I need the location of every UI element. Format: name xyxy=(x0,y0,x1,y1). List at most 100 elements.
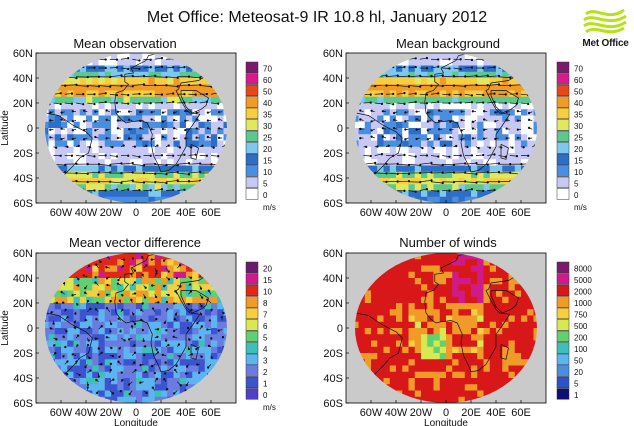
field-cell xyxy=(464,190,472,198)
field-cell xyxy=(502,121,509,129)
field-cell xyxy=(371,90,378,98)
wind-arrow xyxy=(397,163,409,166)
field-cell xyxy=(167,71,174,79)
wind-arrow-head xyxy=(437,100,440,103)
field-cell xyxy=(389,103,397,110)
field-cell xyxy=(167,346,174,354)
field-cell xyxy=(389,359,397,366)
field-cell xyxy=(98,309,106,316)
field-cell xyxy=(364,140,372,148)
wind-arrow-head xyxy=(470,58,474,62)
field-cell xyxy=(521,140,528,148)
field-cell xyxy=(117,146,124,154)
field-cell xyxy=(136,109,143,116)
field-cell xyxy=(217,315,224,323)
field-cell xyxy=(464,321,472,329)
field-cell xyxy=(161,128,168,135)
field-cell xyxy=(98,346,106,354)
field-cell xyxy=(142,184,149,191)
field-cell xyxy=(73,159,81,166)
wind-arrow-head xyxy=(194,101,197,104)
field-cell xyxy=(136,115,143,123)
wind-arrow-head xyxy=(179,285,182,288)
field-cell xyxy=(123,378,131,385)
wind-arrow-head xyxy=(88,145,92,149)
field-cell xyxy=(496,378,503,385)
field-cell xyxy=(136,265,143,273)
field-cell xyxy=(414,65,422,73)
wind-arrow-head xyxy=(183,188,186,191)
field-cell xyxy=(496,184,503,191)
field-cell xyxy=(167,353,174,360)
wind-arrow-head xyxy=(71,110,74,113)
field-cell xyxy=(86,278,93,285)
wind-arrow-head xyxy=(396,74,399,77)
coast-line xyxy=(490,90,519,114)
x-tick-label: 40E xyxy=(486,407,506,419)
field-cell xyxy=(421,196,428,203)
field-cell xyxy=(521,90,528,98)
field-cell xyxy=(355,121,359,129)
field-cell xyxy=(433,321,441,329)
field-cell xyxy=(502,378,509,385)
field-cell xyxy=(414,334,422,341)
field-cell xyxy=(98,284,106,291)
field-cell xyxy=(136,365,143,373)
field-cell xyxy=(383,353,391,360)
field-cell xyxy=(414,178,422,185)
field-cell xyxy=(186,371,193,379)
field-cell xyxy=(173,121,181,129)
field-cell xyxy=(104,353,112,360)
wind-arrow-head xyxy=(149,66,152,69)
field-cell xyxy=(179,128,187,135)
field-cell xyxy=(86,109,93,116)
wind-arrow-head xyxy=(120,74,123,77)
field-cell xyxy=(521,359,528,366)
field-cell xyxy=(173,115,181,123)
wind-arrow-head xyxy=(505,137,508,140)
field-cell xyxy=(464,396,472,403)
field-cell xyxy=(73,340,81,348)
field-cell xyxy=(355,321,359,329)
colorbar-swatch xyxy=(245,342,259,354)
field-cell xyxy=(61,159,68,166)
field-cell xyxy=(408,328,416,335)
wind-arrow-head xyxy=(404,138,407,141)
colorbar-label: 20 xyxy=(574,145,583,154)
field-cell xyxy=(402,84,409,91)
field-cell xyxy=(117,259,124,266)
field-cell xyxy=(204,159,212,166)
field-cell xyxy=(508,346,516,354)
field-cell xyxy=(186,134,193,141)
field-cell xyxy=(471,378,478,385)
field-cell xyxy=(98,278,106,285)
field-cell xyxy=(483,109,491,116)
field-cell xyxy=(508,278,516,285)
field-cell xyxy=(54,296,62,304)
x-tick-label: 40E xyxy=(486,207,506,219)
wind-arrow-head xyxy=(166,387,169,391)
field-cell xyxy=(483,321,491,329)
field-cell xyxy=(483,371,491,379)
field-cell xyxy=(148,153,156,160)
field-cell xyxy=(79,134,87,141)
field-cell xyxy=(421,53,428,60)
field-cell xyxy=(45,134,49,141)
wind-arrow-head xyxy=(117,360,120,363)
field-cell xyxy=(433,109,441,116)
field-cell xyxy=(358,153,366,160)
field-cell xyxy=(364,121,372,129)
field-cell xyxy=(496,353,503,360)
field-cell xyxy=(439,371,447,379)
colorbar-label: 8 xyxy=(263,299,268,308)
field-cell xyxy=(521,296,528,304)
field-cell xyxy=(421,121,428,129)
field-cell xyxy=(179,78,187,85)
field-cell xyxy=(161,346,168,354)
field-cell xyxy=(502,146,509,154)
wind-arrow-head xyxy=(94,276,97,279)
field-cell xyxy=(508,365,516,373)
wind-arrow-head xyxy=(200,305,203,308)
wind-arrow xyxy=(385,172,398,175)
